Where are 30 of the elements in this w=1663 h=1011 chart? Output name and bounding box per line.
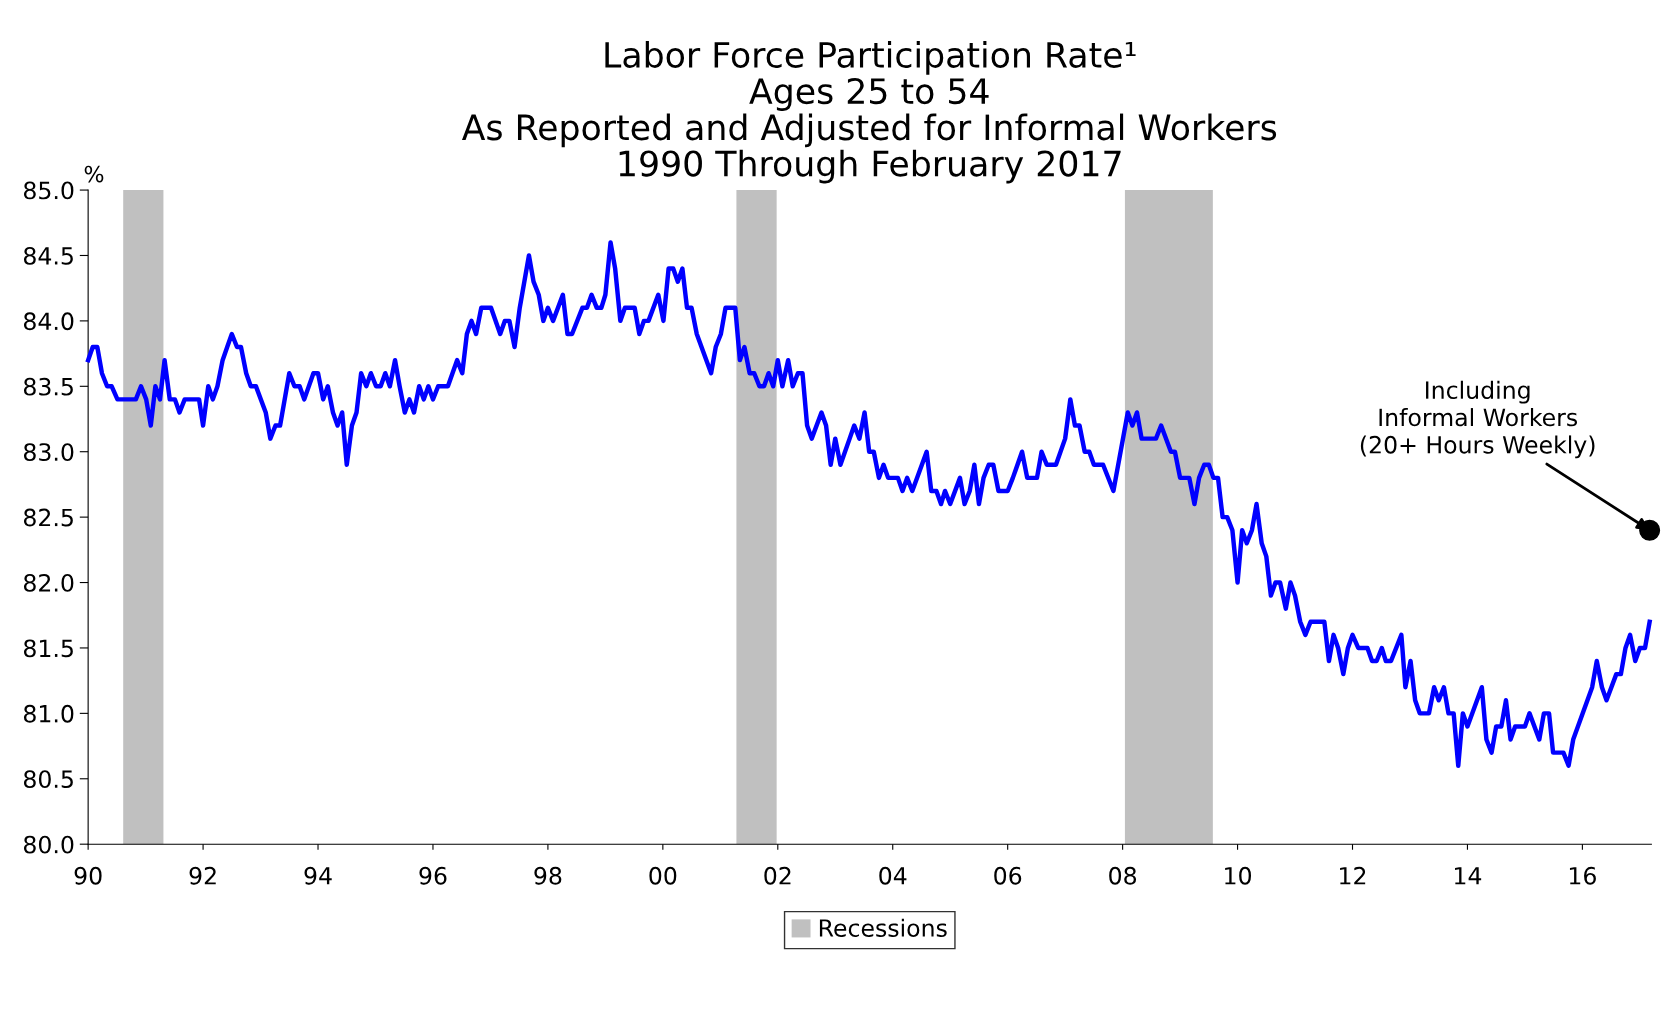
y-tick-label: 84.0 <box>23 312 74 331</box>
x-tick-label: 08 <box>1109 866 1137 885</box>
x-tick-label: 94 <box>304 866 332 885</box>
x-tick-label: 16 <box>1569 866 1596 885</box>
x-tick-label: 96 <box>419 866 447 885</box>
annotation: Including Informal Workers (20+ Hours Weekly) <box>1360 380 1595 459</box>
line-series <box>85 240 1652 768</box>
y-tick-label: 83.5 <box>23 377 73 396</box>
x-tick-label: 98 <box>534 866 562 885</box>
y-tick-label: 82.0 <box>23 573 74 592</box>
y-tick-label: 81.0 <box>23 704 74 723</box>
y-axis-title: % <box>84 165 104 183</box>
x-tick-label: 06 <box>994 866 1022 885</box>
chart-title: Labor Force Participation Rate¹ Ages 25 to 54 As Reported and Adjusted for Informal Workers 1990 Through February 2017 <box>461 41 1277 184</box>
x-tick-label: 14 <box>1455 867 1482 885</box>
y-tick-label: 85.0 <box>23 181 74 200</box>
x-tick-label: 92 <box>189 866 216 885</box>
y-tick-label: 83.0 <box>23 443 74 462</box>
y-tick-label: 84.5 <box>23 246 73 265</box>
x-tick-label: 90 <box>74 866 102 885</box>
y-tick-label: 82.5 <box>23 508 73 527</box>
y-tick-label: 80.5 <box>23 770 73 789</box>
x-tick-label: 02 <box>764 866 791 885</box>
y-tick-label: 81.5 <box>23 639 73 658</box>
x-tick-label: 00 <box>649 866 677 885</box>
y-tick-label: 80.0 <box>23 835 74 854</box>
x-tick-label: 10 <box>1225 866 1252 885</box>
legend-label: Recessions <box>819 918 947 937</box>
x-tick-label: 04 <box>879 866 907 885</box>
x-tick-label: 12 <box>1340 866 1366 885</box>
